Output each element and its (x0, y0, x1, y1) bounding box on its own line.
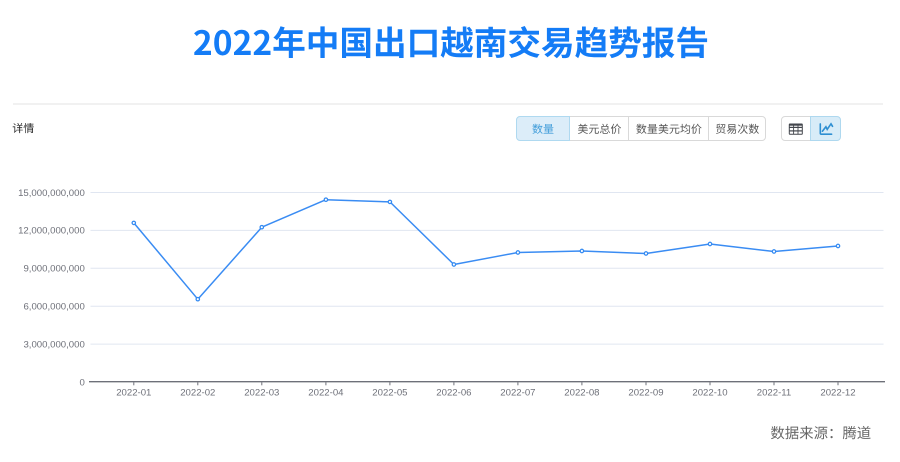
svg-text:2022-04: 2022-04 (308, 387, 344, 398)
svg-text:2022-12: 2022-12 (820, 387, 855, 398)
svg-text:9,000,000,000: 9,000,000,000 (23, 264, 84, 275)
svg-text:0: 0 (79, 377, 84, 388)
svg-text:2022-02: 2022-02 (180, 387, 215, 398)
svg-text:2022-03: 2022-03 (244, 387, 279, 398)
svg-text:2022-09: 2022-09 (628, 387, 663, 398)
svg-text:12,000,000,000: 12,000,000,000 (18, 226, 85, 237)
svg-text:2022-05: 2022-05 (372, 387, 407, 398)
svg-text:2022-07: 2022-07 (500, 387, 535, 398)
svg-text:2022-06: 2022-06 (436, 387, 471, 398)
svg-text:2022-08: 2022-08 (564, 387, 599, 398)
svg-text:15,000,000,000: 15,000,000,000 (18, 188, 85, 199)
svg-text:3,000,000,000: 3,000,000,000 (23, 339, 84, 350)
svg-text:2022-01: 2022-01 (116, 387, 151, 398)
svg-text:2022-10: 2022-10 (692, 387, 727, 398)
svg-text:6,000,000,000: 6,000,000,000 (23, 302, 84, 313)
svg-text:2022-11: 2022-11 (757, 387, 792, 398)
